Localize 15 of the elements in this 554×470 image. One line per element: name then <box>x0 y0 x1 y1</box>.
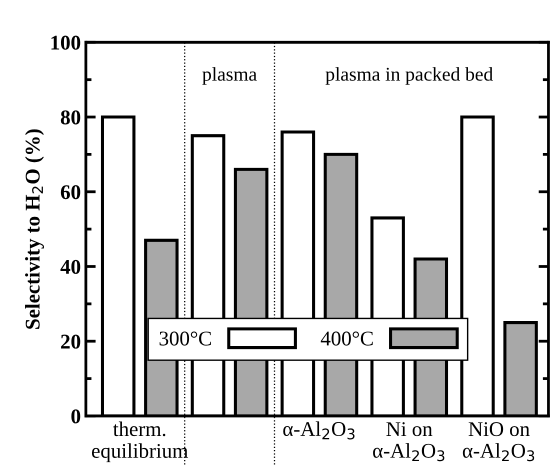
x-tick-label: Ni on α-Al$_{2}$O$_{3}$ <box>373 422 444 462</box>
x-tick-label: NiO on α-Al$_{2}$O$_{3}$ <box>462 422 534 462</box>
annotation: plasma in packed bed <box>326 67 493 85</box>
y-axis-title: Selectivity to H$_{2}$O (%) <box>25 129 44 329</box>
y-tick-label: 0 <box>71 409 80 424</box>
y-tick-label: 100 <box>51 36 80 50</box>
legend-label: 300°C <box>160 332 211 346</box>
x-tick-label: α-Al$_{2}$O$_{3}$ <box>283 421 355 440</box>
annotation: plasma <box>202 67 257 85</box>
y-tick-label: 40 <box>60 260 80 274</box>
x-tick-label: therm. equilibrium <box>92 422 188 462</box>
y-tick-label: 80 <box>60 110 80 124</box>
y-tick-label: 60 <box>60 185 80 200</box>
y-tick-label: 20 <box>61 334 80 349</box>
legend-label: 400°C <box>320 332 373 346</box>
